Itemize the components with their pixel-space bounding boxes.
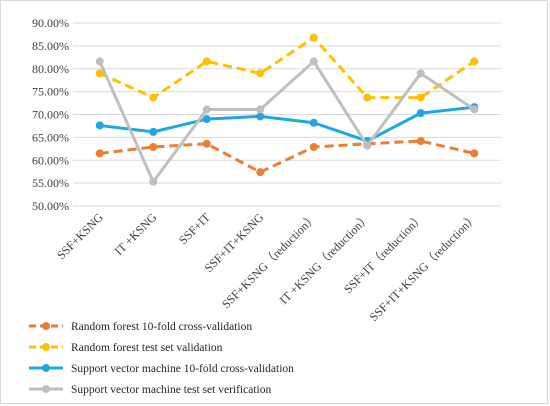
data-point (470, 105, 479, 114)
y-tick-label: 70.00% (32, 108, 69, 122)
series-line (99, 105, 475, 143)
x-tick-label: IT +KSNG (112, 210, 160, 258)
data-point (95, 57, 104, 66)
data-point (202, 57, 211, 66)
legend-item: Support vector machine 10-fold cross-val… (29, 363, 294, 375)
series-group (95, 103, 479, 146)
legend-marker (42, 322, 50, 330)
data-point (202, 115, 211, 124)
data-point (95, 69, 104, 78)
legend-marker (42, 364, 50, 372)
data-point (256, 105, 265, 114)
legend: Random forest 10-fold cross-validation Ra… (29, 321, 294, 396)
data-point (470, 149, 479, 158)
y-axis-ticks: 50.00% 55.00% 60.00% 65.00% 70.00% 75.00% 80.0… (32, 16, 69, 213)
y-tick-label: 90.00% (32, 16, 69, 30)
data-point (309, 57, 318, 66)
series-group (95, 57, 479, 186)
data-point (363, 141, 372, 150)
data-point (202, 139, 211, 148)
data-point (416, 137, 425, 146)
x-tick-label: SSF+KSNG (54, 210, 106, 262)
legend-marker (42, 343, 50, 351)
data-point (256, 112, 265, 121)
data-point (149, 177, 158, 186)
legend-marker (42, 385, 50, 393)
data-point (202, 105, 211, 114)
x-tick-label: SSF+IT (176, 210, 213, 247)
data-point (95, 121, 104, 130)
y-tick-label: 50.00% (32, 199, 69, 213)
series-group (95, 33, 479, 102)
series-line (98, 59, 476, 184)
legend-label: Support vector machine 10-fold cross-val… (71, 363, 294, 375)
data-point (416, 69, 425, 78)
legend-item: Support vector machine test set verifica… (29, 384, 271, 396)
series-group (95, 137, 479, 177)
y-tick-label: 60.00% (32, 153, 69, 167)
x-axis-ticks: SSF+KSNG IT +KSNG SSF+ITSSF+IT+KSNGSSF+KSN… (54, 210, 480, 324)
legend-label: Support vector machine test set verifica… (71, 384, 271, 396)
data-point (363, 93, 372, 102)
legend-item: Random forest test set validation (29, 342, 223, 354)
y-tick-label: 85.00% (32, 39, 69, 53)
x-tick-label: SSF+KSNG（reduction） (219, 210, 320, 311)
legend-label: Random forest 10-fold cross-validation (71, 321, 252, 333)
data-point (256, 69, 265, 78)
data-point (309, 33, 318, 42)
series-lines (95, 33, 479, 186)
x-tick-label: IT +KSNG（reduction） (277, 210, 374, 307)
y-tick-label: 55.00% (32, 176, 69, 190)
data-point (149, 142, 158, 151)
data-point (309, 118, 318, 127)
data-point (470, 57, 479, 66)
series-line (99, 36, 476, 100)
data-point (95, 149, 104, 158)
gridlines (73, 22, 501, 207)
data-point (416, 109, 425, 118)
y-tick-label: 65.00% (32, 130, 69, 144)
data-point (149, 127, 158, 136)
series-line (99, 139, 475, 174)
legend-label: Random forest test set validation (71, 342, 223, 354)
data-point (149, 93, 158, 102)
data-point (256, 168, 265, 177)
x-tick-label: SSF+IT+KSNG（reduction） (367, 210, 481, 324)
legend-item: Random forest 10-fold cross-validation (29, 321, 252, 333)
data-point (416, 93, 425, 102)
data-point (309, 142, 318, 151)
y-tick-label: 80.00% (32, 62, 69, 76)
y-tick-label: 75.00% (32, 85, 69, 99)
